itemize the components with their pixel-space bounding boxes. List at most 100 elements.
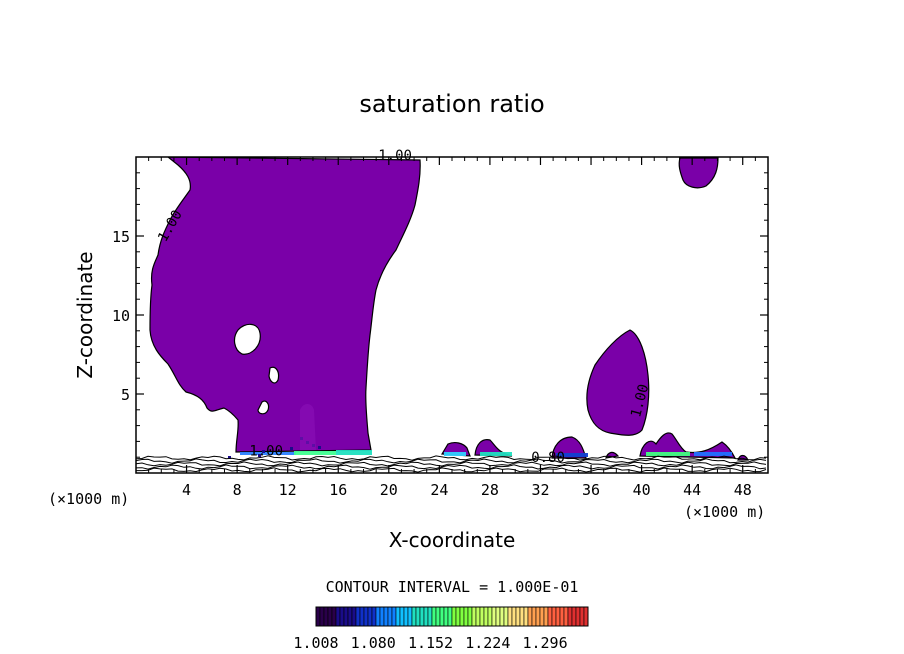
high-saturation-streak bbox=[240, 452, 296, 455]
colorbar-swatch bbox=[519, 606, 525, 627]
contour-line bbox=[136, 461, 767, 467]
colorbar-swatch bbox=[523, 606, 529, 627]
x-tick-label: 36 bbox=[582, 481, 600, 499]
colorbar-swatch bbox=[339, 606, 345, 627]
colorbar-swatch bbox=[359, 606, 365, 627]
colorbar-swatch bbox=[399, 606, 405, 627]
contour-labels: 1.001.001.001.00 0.80 bbox=[155, 148, 652, 466]
contour-line bbox=[136, 455, 767, 461]
cloud-hole bbox=[233, 323, 261, 355]
colorbar-swatch bbox=[455, 606, 461, 627]
high-saturation-streak bbox=[294, 451, 336, 455]
colorbar-swatch bbox=[363, 606, 369, 627]
colorbar-frame bbox=[315, 606, 589, 627]
colorbar-swatch bbox=[447, 606, 453, 627]
x-tick-label: 4 bbox=[182, 481, 191, 499]
colorbar-swatch bbox=[319, 606, 325, 627]
x-tick-label: 32 bbox=[531, 481, 549, 499]
colorbar-swatch bbox=[439, 606, 445, 627]
colorbar-swatch bbox=[535, 606, 541, 627]
colorbar-swatch bbox=[487, 606, 493, 627]
colorbar-swatch bbox=[379, 606, 385, 627]
saturation-speck bbox=[228, 456, 231, 459]
saturation-region-fill bbox=[149, 157, 749, 461]
colorbar-swatch bbox=[531, 606, 537, 627]
contour-interval-label: CONTOUR INTERVAL = 1.000E-01 bbox=[326, 578, 579, 596]
chart-title: saturation ratio bbox=[359, 90, 544, 118]
saturation-speck bbox=[290, 447, 293, 450]
x-unit-left: (×1000 m) bbox=[48, 490, 129, 508]
colorbar-swatch bbox=[327, 606, 333, 627]
colorbar-swatch bbox=[459, 606, 465, 627]
y-axis-label: Z-coordinate bbox=[73, 251, 97, 378]
colorbar-swatch bbox=[503, 606, 509, 627]
colorbar-swatch bbox=[367, 606, 373, 627]
x-tick-label: 12 bbox=[279, 481, 297, 499]
colorbar-swatch bbox=[475, 606, 481, 627]
colorbar-tick-labels: 1.008 1.080 1.152 1.224 1.296 bbox=[293, 634, 567, 652]
colorbar-swatch bbox=[471, 606, 477, 627]
top-right-cloud-region bbox=[678, 157, 719, 189]
contour-line bbox=[136, 458, 767, 464]
y-axis-ticks: 5 10 15 bbox=[112, 172, 768, 458]
colorbar-swatch bbox=[567, 606, 573, 627]
high-saturation-streak bbox=[480, 452, 512, 456]
main-cloud-region bbox=[149, 157, 421, 453]
colorbar-swatch bbox=[527, 606, 533, 627]
x-tick-label: 28 bbox=[481, 481, 499, 499]
colorbar-swatch bbox=[371, 606, 377, 627]
contour-line bbox=[136, 467, 767, 473]
x-tick-label: 20 bbox=[380, 481, 398, 499]
contour-label: 1.00 bbox=[378, 148, 412, 164]
colorbar-swatch bbox=[571, 606, 577, 627]
cloud-hole bbox=[268, 366, 280, 384]
colorbar-swatch bbox=[543, 606, 549, 627]
colorbar-swatch bbox=[563, 606, 569, 627]
high-saturation-streak bbox=[556, 453, 588, 457]
colorbar-swatch bbox=[559, 606, 565, 627]
colorbar-swatch bbox=[395, 606, 401, 627]
colorbar-swatch bbox=[351, 606, 357, 627]
colorbar-swatch bbox=[463, 606, 469, 627]
y-tick-label: 10 bbox=[112, 307, 130, 325]
colorbar-swatch bbox=[323, 606, 329, 627]
colorbar-swatch bbox=[431, 606, 437, 627]
x-tick-label: 8 bbox=[233, 481, 242, 499]
colorbar-swatch bbox=[499, 606, 505, 627]
colorbar-swatch bbox=[451, 606, 457, 627]
colorbar-swatch bbox=[511, 606, 517, 627]
x-axis-label: X-coordinate bbox=[389, 528, 516, 552]
colorbar-swatch bbox=[419, 606, 425, 627]
y-tick-label: 15 bbox=[112, 228, 130, 246]
colorbar-swatch bbox=[391, 606, 397, 627]
colorbar-swatch bbox=[411, 606, 417, 627]
colorbar-swatch bbox=[575, 606, 581, 627]
colorbar-tick-label: 1.296 bbox=[522, 634, 567, 652]
colorbar-swatch bbox=[443, 606, 449, 627]
colorbar-swatch bbox=[539, 606, 545, 627]
colorbar-swatch bbox=[335, 606, 341, 627]
contour-label: 0.80 bbox=[531, 450, 565, 466]
cloud-hole bbox=[257, 400, 270, 415]
colorbar-tick-label: 1.080 bbox=[351, 634, 396, 652]
high-saturation-streak bbox=[444, 452, 466, 456]
colorbar-swatch bbox=[387, 606, 393, 627]
right-cloud-region bbox=[586, 329, 650, 436]
low-cloud-blob bbox=[639, 432, 736, 459]
colorbar-swatch bbox=[315, 606, 321, 627]
saturation-speck bbox=[262, 450, 265, 453]
high-saturation-streak bbox=[646, 452, 690, 456]
contour-lines bbox=[136, 455, 767, 473]
colorbar-swatch bbox=[343, 606, 349, 627]
colorbar-tick-label: 1.008 bbox=[293, 634, 338, 652]
x-tick-label: 44 bbox=[683, 481, 701, 499]
colorbar-tick-label: 1.224 bbox=[465, 634, 510, 652]
colorbar-swatch bbox=[507, 606, 513, 627]
colorbar-swatch bbox=[483, 606, 489, 627]
colorbar-swatch bbox=[415, 606, 421, 627]
colorbar-swatch bbox=[495, 606, 501, 627]
colorbar-swatch bbox=[427, 606, 433, 627]
colorbar-swatch bbox=[435, 606, 441, 627]
colorbar-swatch bbox=[551, 606, 557, 627]
